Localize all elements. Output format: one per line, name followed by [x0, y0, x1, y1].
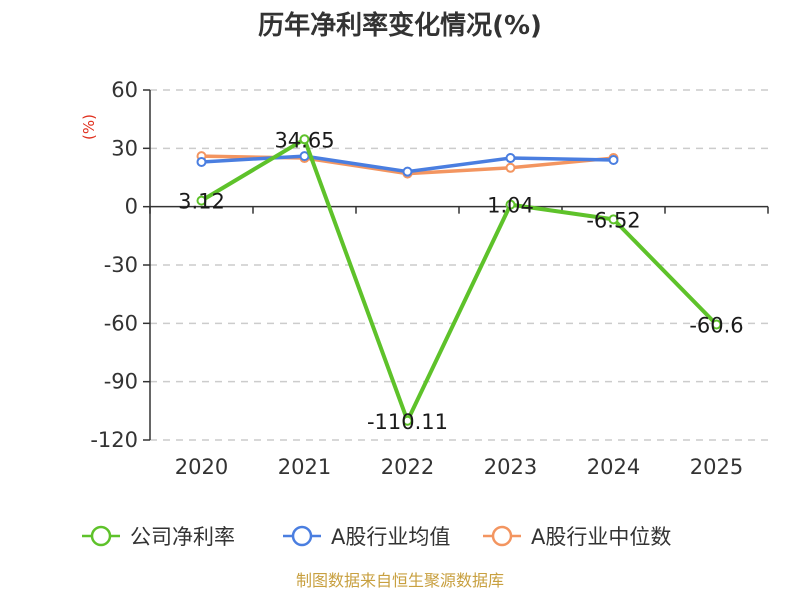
series-layer: [196, 134, 722, 426]
legend-marker-2: [491, 525, 513, 547]
data-label: -60.6: [689, 314, 743, 338]
series-0-point: [299, 134, 310, 145]
x-tick-label: 2025: [690, 455, 743, 479]
series-1-point: [505, 153, 516, 164]
series-0-point: [608, 214, 619, 225]
series-2-point: [505, 162, 516, 173]
legend-label-2: A股行业中位数: [531, 525, 671, 549]
source-note: 制图数据来自恒生聚源数据库: [296, 571, 504, 590]
y-tick-label: 30: [111, 136, 138, 160]
axes: 60 30 0 -30 -60 -90 -120 2020 2021 2022 2023 2024 20…: [90, 78, 769, 479]
grid: [150, 89, 768, 441]
data-label: 34.65: [274, 128, 334, 152]
y-tick-label: 0: [125, 195, 138, 219]
legend-marker-1: [291, 525, 313, 547]
legend: 公司净利率 A股行业均值 A股行业中位数: [82, 525, 671, 549]
x-tick-label: 2023: [484, 455, 537, 479]
x-tick-label: 2024: [587, 455, 640, 479]
data-labels: 3.12 34.65 -110.11 1.04 -6.52 -60.6: [178, 128, 744, 433]
series-line-0: [200, 137, 718, 423]
data-label: -110.11: [367, 410, 448, 434]
series-0-point: [196, 195, 207, 206]
chart-title: 历年净利率变化情况(%): [258, 10, 542, 41]
x-tick-label: 2021: [278, 455, 331, 479]
y-tick-label: -120: [90, 428, 138, 452]
x-tick-label: 2022: [381, 455, 434, 479]
legend-label-1: A股行业均值: [331, 525, 450, 549]
y-tick-label: -30: [104, 253, 138, 277]
legend-label-0: 公司净利率: [130, 525, 235, 549]
legend-marker-0: [90, 525, 112, 547]
series-0-point: [402, 415, 413, 426]
series-0-point: [711, 319, 722, 330]
y-axis-unit-label: (%): [80, 114, 98, 140]
y-tick-label: -60: [104, 311, 138, 335]
y-tick-label: 60: [111, 78, 138, 102]
data-label: -6.52: [586, 208, 640, 232]
series-1-point: [299, 151, 310, 162]
series-1-point: [196, 156, 207, 167]
series-1-point: [402, 166, 413, 177]
series-1-point: [608, 155, 619, 165]
data-label: 1.04: [487, 194, 534, 218]
data-label: 3.12: [178, 190, 225, 214]
x-tick-label: 2020: [175, 455, 228, 479]
y-tick-label: -90: [104, 370, 138, 394]
series-0-point: [505, 199, 516, 210]
